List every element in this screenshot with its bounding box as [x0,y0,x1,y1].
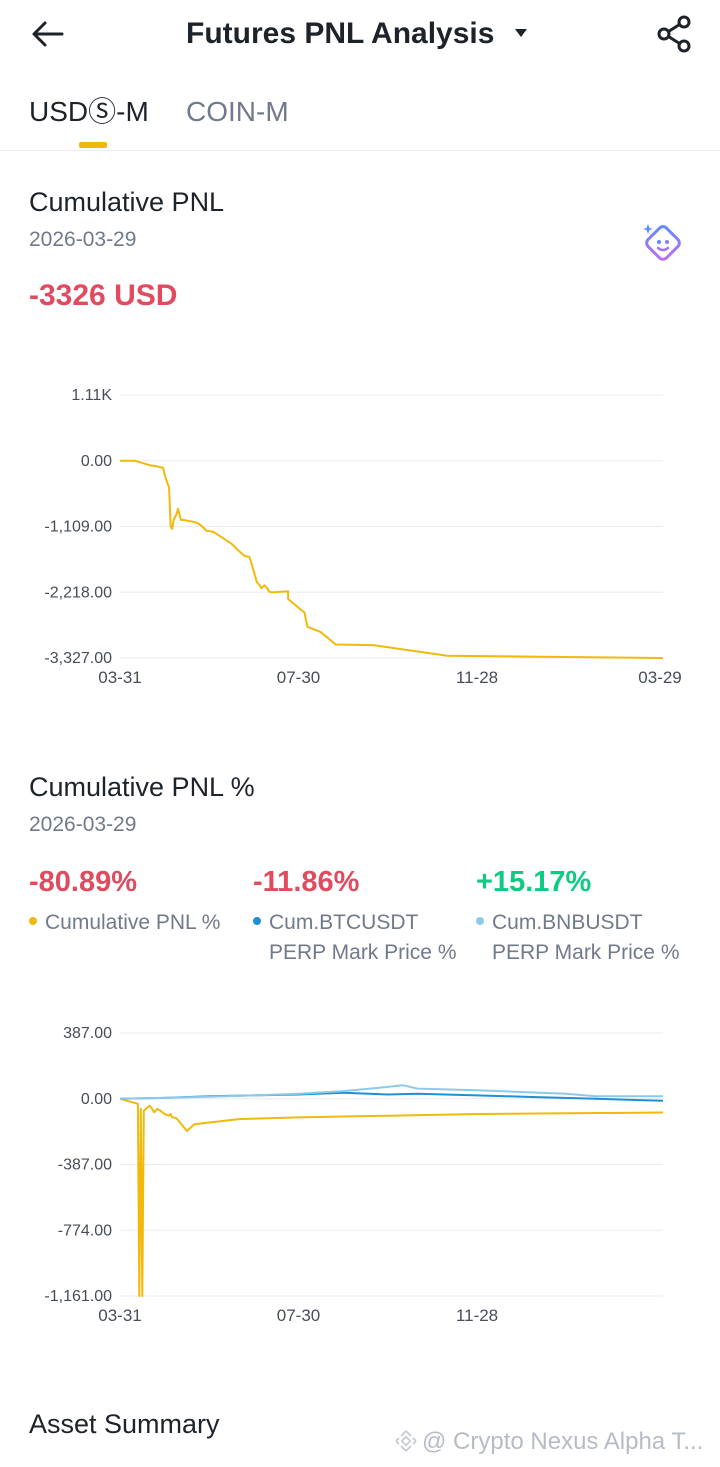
x-tick-label: 07-30 [277,1306,320,1325]
y-tick-label: -2,218.00 [44,584,112,601]
cumulative-pnl-pct-value: -80.89% [29,866,138,898]
y-tick-label: -1,161.00 [44,1288,112,1305]
page-title[interactable]: Futures PNL Analysis [186,17,495,50]
back-arrow-icon[interactable] [28,14,68,54]
tab-usds-m[interactable]: USDⓈ-M [29,96,149,127]
caret-down-icon[interactable] [514,28,528,38]
share-icon[interactable] [652,12,696,56]
market-tabs: USDⓈ-M COIN-M [0,90,720,151]
binance-logo-icon [395,1430,417,1452]
legend-bnb-mark-price: Cum.BNBUSDT PERP Mark Price % [476,908,680,968]
legend-label: Cumulative PNL % [45,911,221,934]
cumulative-pnl-value: -3326 USD [29,279,178,312]
legend-dot [253,917,261,925]
legend-label: Cum.BTCUSDT [269,911,419,934]
legend-cumulative-pnl-pct: Cumulative PNL % [29,908,220,938]
x-tick-label: 11-28 [456,1306,498,1325]
y-tick-label: 387.00 [63,1025,112,1042]
cumulative-pnl-chart: 1.11K 0.00 -1,109.00 -2,218.00 -3,327.0003-3… [44,387,681,687]
y-tick-label: 0.00 [81,453,112,470]
y-tick-label: -1,109.00 [44,519,112,536]
watermark: @ Crypto Nexus Alpha T... [394,1426,703,1458]
btc-mark-price-pct-value: -11.86% [253,866,360,898]
y-tick-label: 0.00 [81,1091,112,1108]
y-tick-label: 1.11K [71,387,112,404]
y-tick-label: -774.00 [58,1222,112,1239]
ai-assistant-icon[interactable] [640,220,686,266]
x-tick-label: 03-31 [98,1306,141,1325]
legend-label: Cum.BNBUSDT [492,911,643,934]
x-tick-label: 07-30 [277,668,320,687]
legend-btc-mark-price: Cum.BTCUSDT PERP Mark Price % [253,908,457,968]
series-line-0 [120,459,664,659]
cumulative-pnl-date: 2026-03-29 [29,228,137,251]
y-tick-label: -387.00 [58,1157,112,1174]
cumulative-pnl-pct-title: Cumulative PNL % [29,772,255,802]
legend-dot [29,917,37,925]
asset-summary-title: Asset Summary [29,1409,220,1439]
x-tick-label: 03-29 [638,668,681,687]
legend-label-line2: PERP Mark Price % [492,941,680,964]
watermark-text: @ Crypto Nexus Alpha T... [422,1428,704,1455]
legend-dot [476,917,484,925]
tab-coin-m[interactable]: COIN-M [186,96,289,127]
cumulative-pnl-pct-date: 2026-03-29 [29,813,137,836]
legend-label-line2: PERP Mark Price % [269,941,457,964]
y-tick-label: -3,327.00 [44,650,112,667]
x-tick-label: 03-31 [98,668,141,687]
active-tab-indicator [79,142,107,148]
series-line-2 [119,1084,663,1100]
series-line-0 [119,1097,664,1297]
x-tick-label: 11-28 [456,668,498,687]
bnb-mark-price-pct-value: +15.17% [476,866,592,898]
cumulative-pnl-title: Cumulative PNL [29,187,225,217]
app-header: Futures PNL Analysis [0,0,720,70]
